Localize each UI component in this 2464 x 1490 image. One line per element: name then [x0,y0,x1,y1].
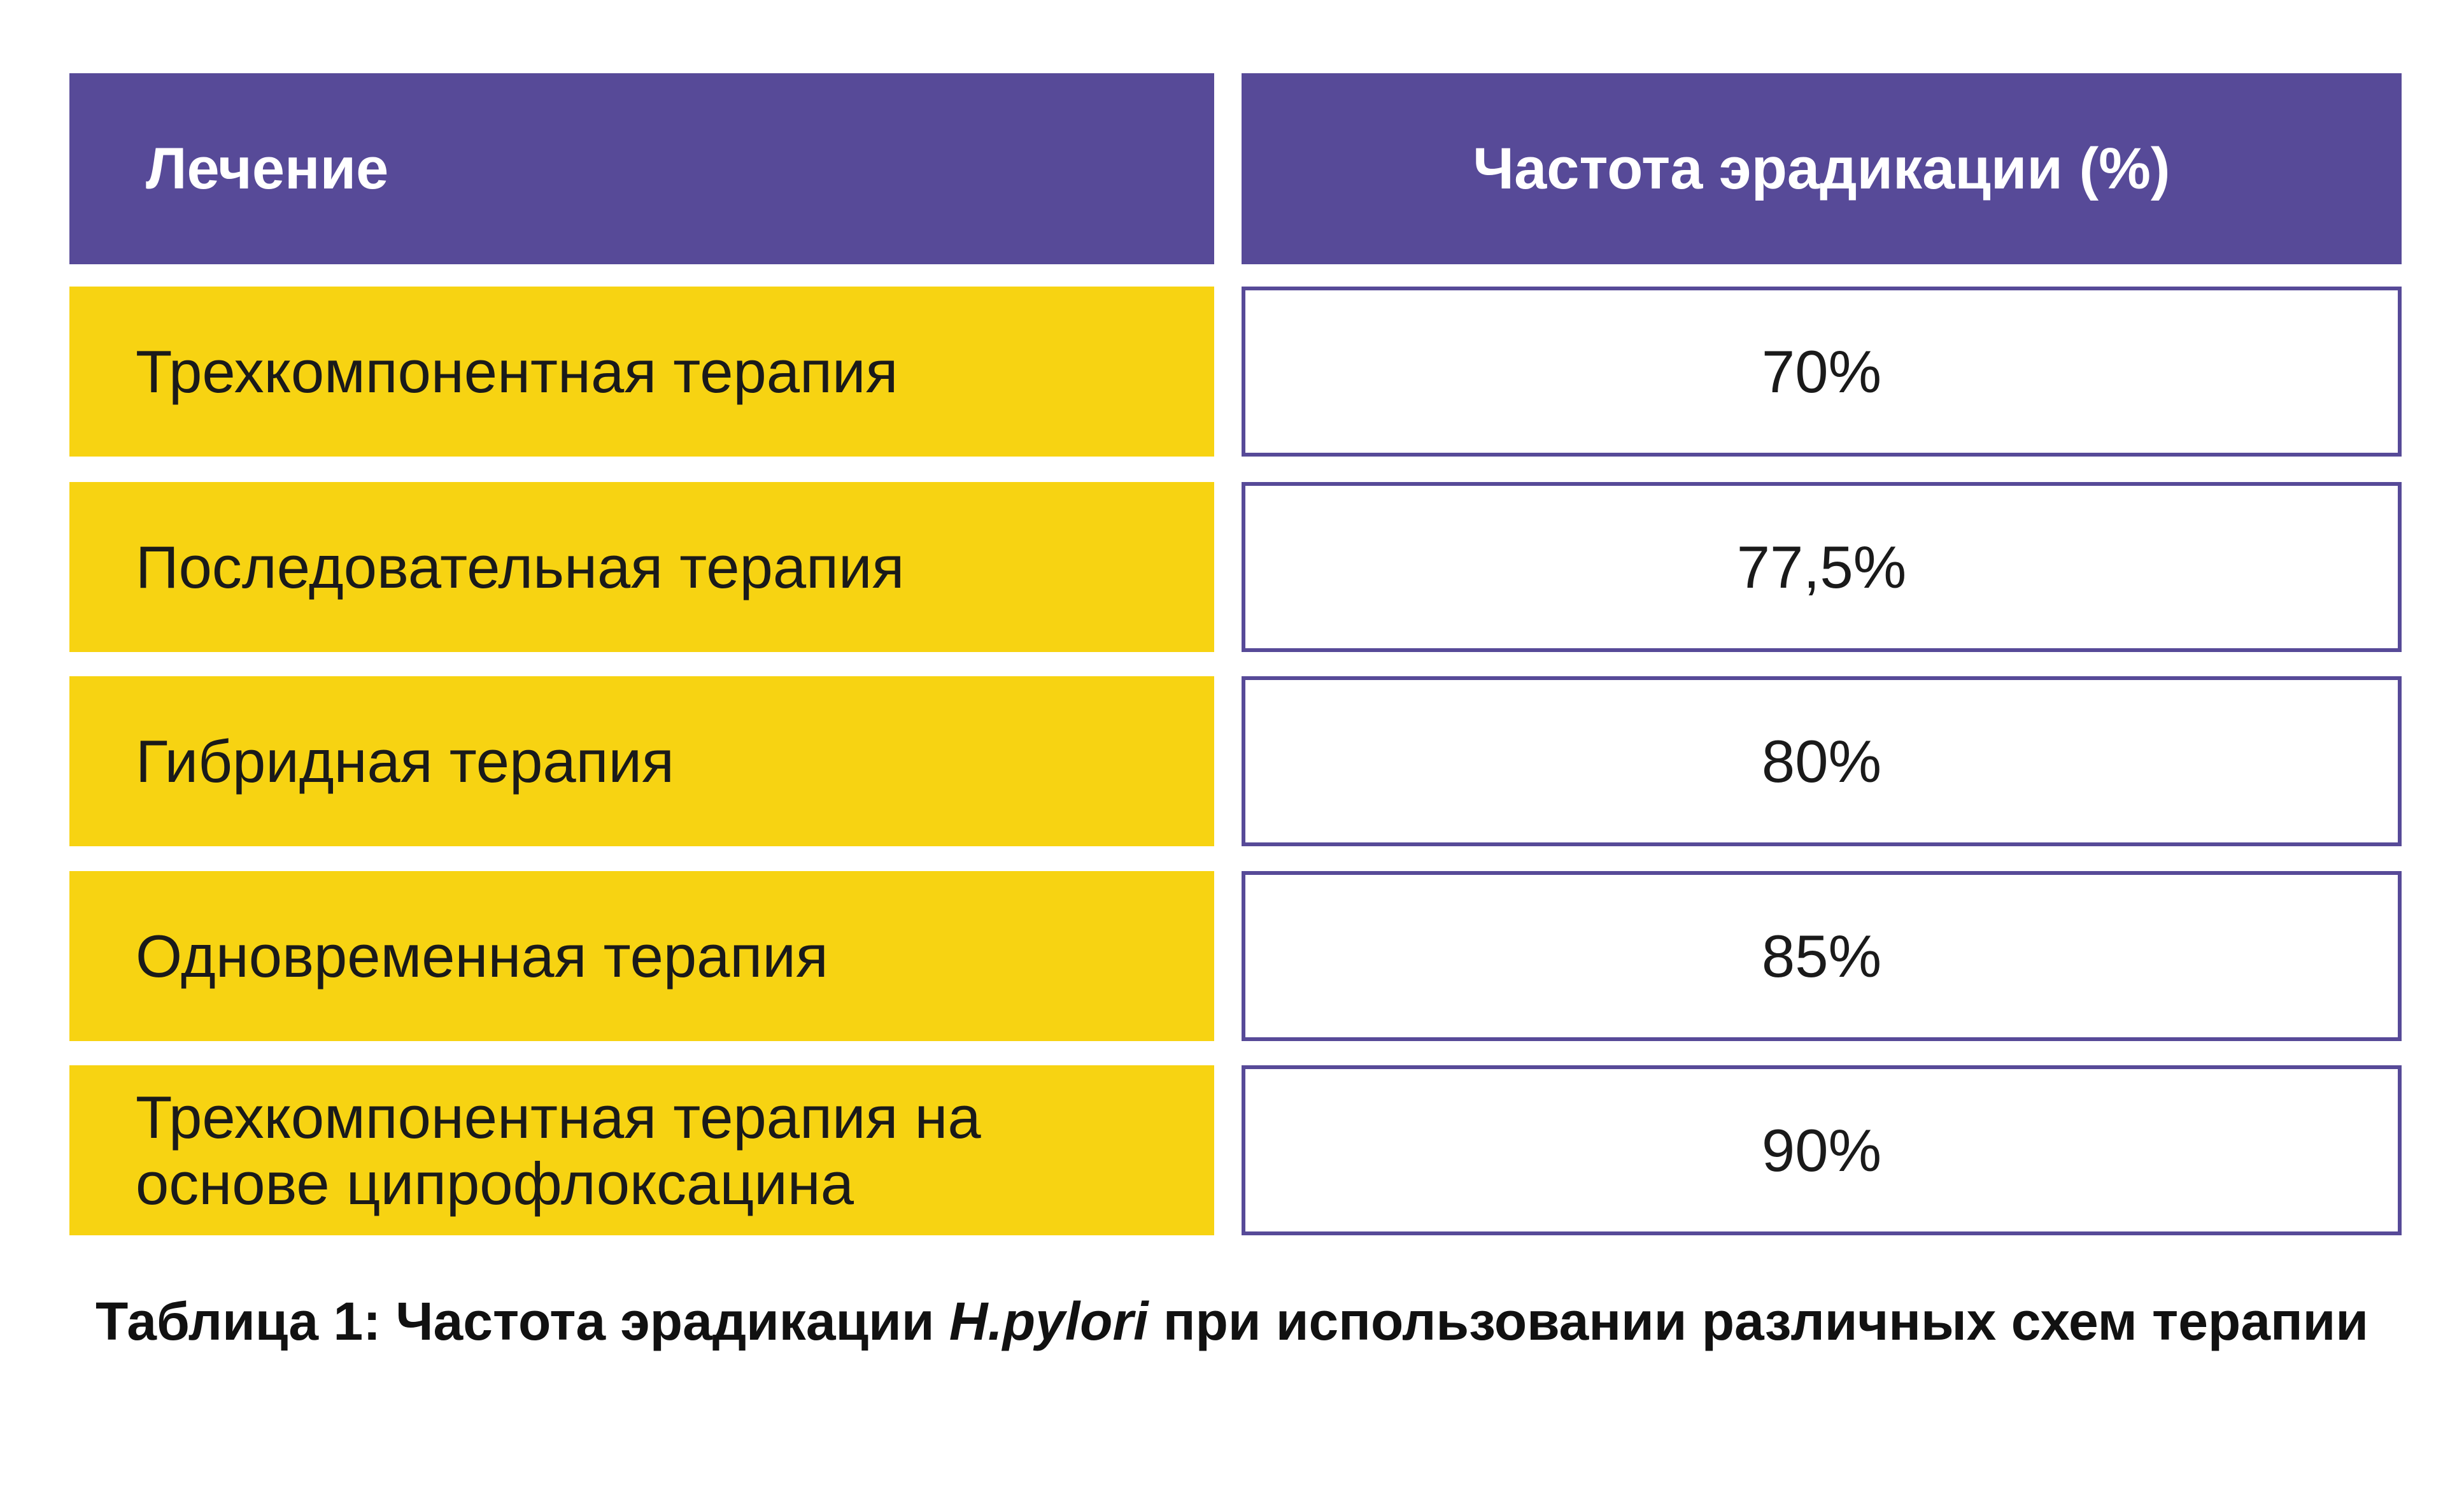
rate-cell: 90% [1242,1065,2402,1235]
treatment-cell: Последовательная терапия [69,482,1214,652]
treatment-cell: Трехкомпонентная терапия [69,287,1214,457]
caption-species: H.pylori [949,1291,1149,1351]
rate-cell: 70% [1242,287,2402,457]
caption-prefix: Таблица 1: Частота эрадикации [96,1291,949,1351]
treatment-cell: Гибридная терапия [69,676,1214,846]
caption-suffix: при использовании различных схем терапии [1148,1291,2368,1351]
treatment-cell: Одновременная терапия [69,871,1214,1041]
column-header-eradication-rate: Частота эрадикации (%) [1242,73,2402,264]
rate-cell: 85% [1242,871,2402,1041]
column-header-treatment: Лечение [69,73,1214,264]
table-caption: Таблица 1: Частота эрадикации H.pylori п… [0,1289,2464,1353]
treatment-cell: Трехкомпонентная терапия на основе ципро… [69,1065,1214,1235]
rate-cell: 77,5% [1242,482,2402,652]
rate-cell: 80% [1242,676,2402,846]
